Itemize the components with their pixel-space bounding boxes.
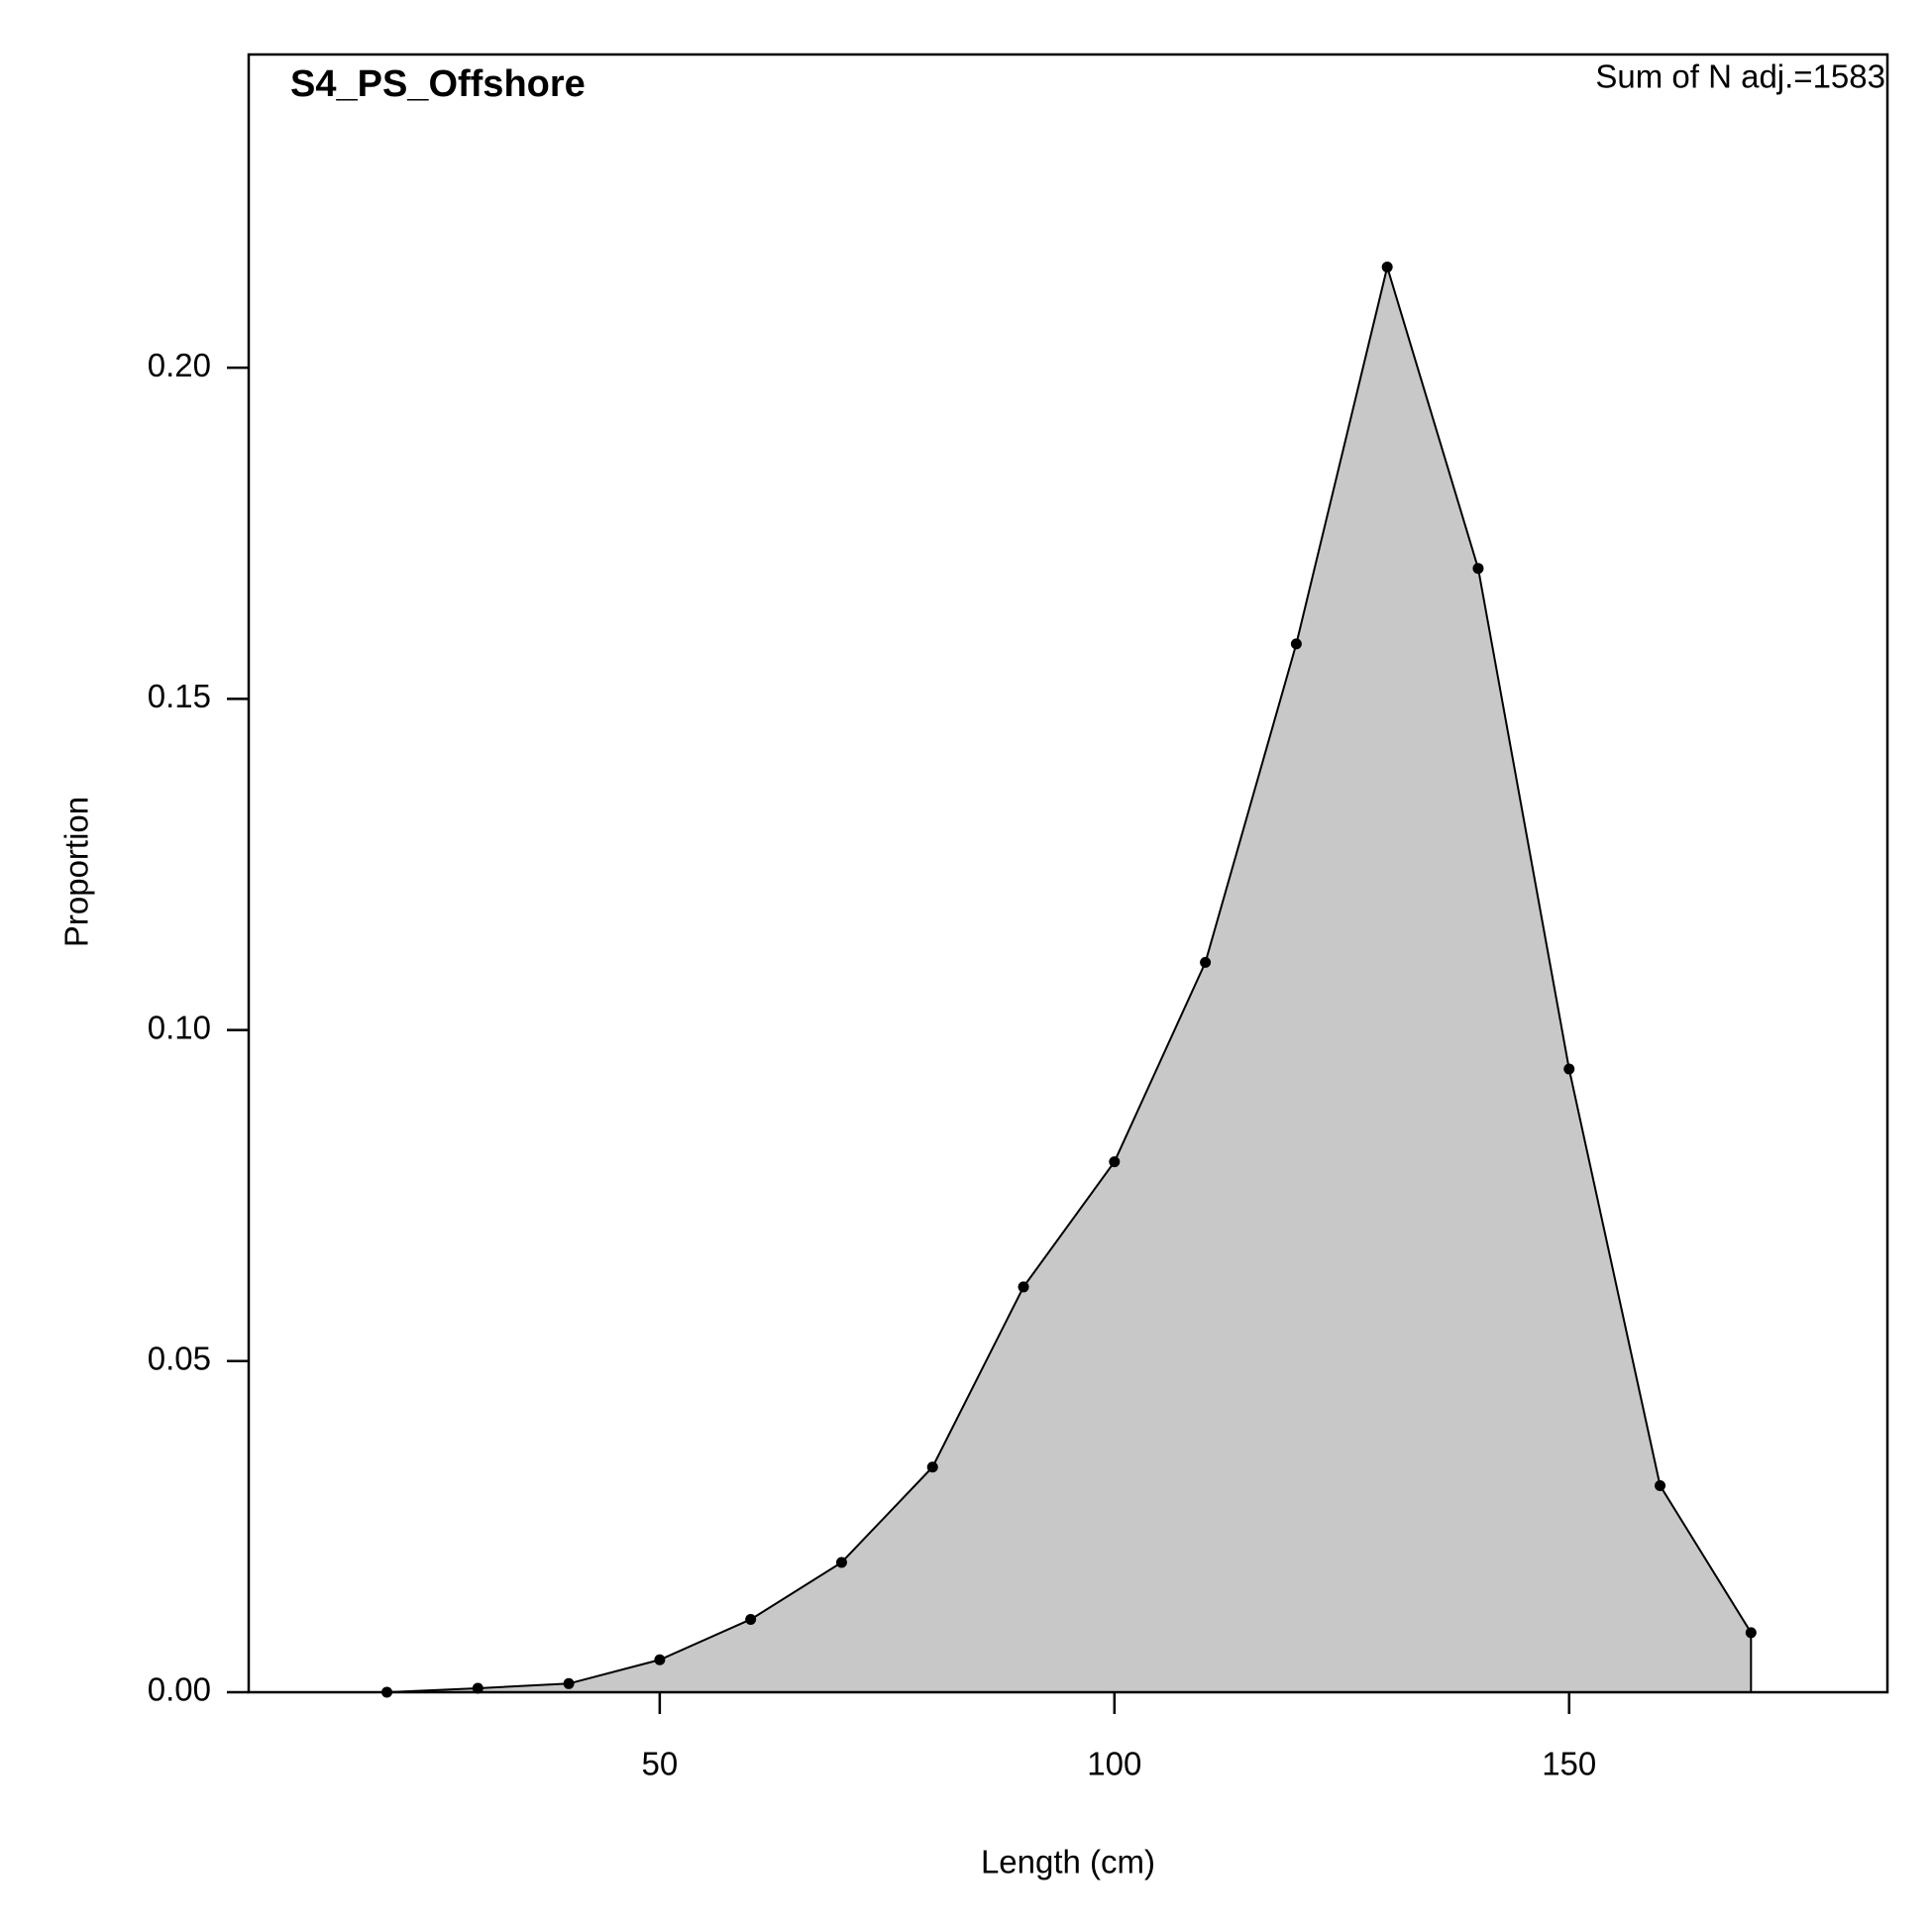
point (1472, 563, 1484, 575)
point (654, 1654, 666, 1665)
point (1655, 1479, 1666, 1491)
y-tick-label: 0.10 (148, 1009, 211, 1045)
y-tick-label: 0.05 (148, 1341, 211, 1377)
point (472, 1682, 483, 1694)
point (745, 1613, 757, 1625)
point (835, 1556, 847, 1568)
point (926, 1461, 938, 1473)
y-tick-label: 0.20 (148, 347, 211, 383)
x-tick-label: 50 (642, 1746, 679, 1782)
plot-frame (247, 53, 1889, 1694)
point (563, 1677, 575, 1689)
area (386, 263, 1753, 1693)
point (1745, 1627, 1757, 1639)
point (1381, 262, 1393, 273)
y-tick-label: 0.15 (148, 678, 211, 714)
y-tick-label: 0.00 (148, 1671, 211, 1708)
point (1018, 1281, 1029, 1293)
point (1109, 1156, 1121, 1168)
y-axis-label: Proportion (58, 797, 95, 947)
x-tick-label: 100 (1087, 1746, 1141, 1782)
annotation: Sum of N adj.=1583 (1595, 58, 1885, 95)
x-tick-label: 150 (1542, 1746, 1596, 1782)
chart-title: S4_PS_Offshore (290, 63, 586, 105)
x-axis-label: Length (cm) (981, 1844, 1155, 1880)
point (1200, 956, 1212, 968)
point (1563, 1063, 1575, 1075)
point (1290, 638, 1302, 650)
